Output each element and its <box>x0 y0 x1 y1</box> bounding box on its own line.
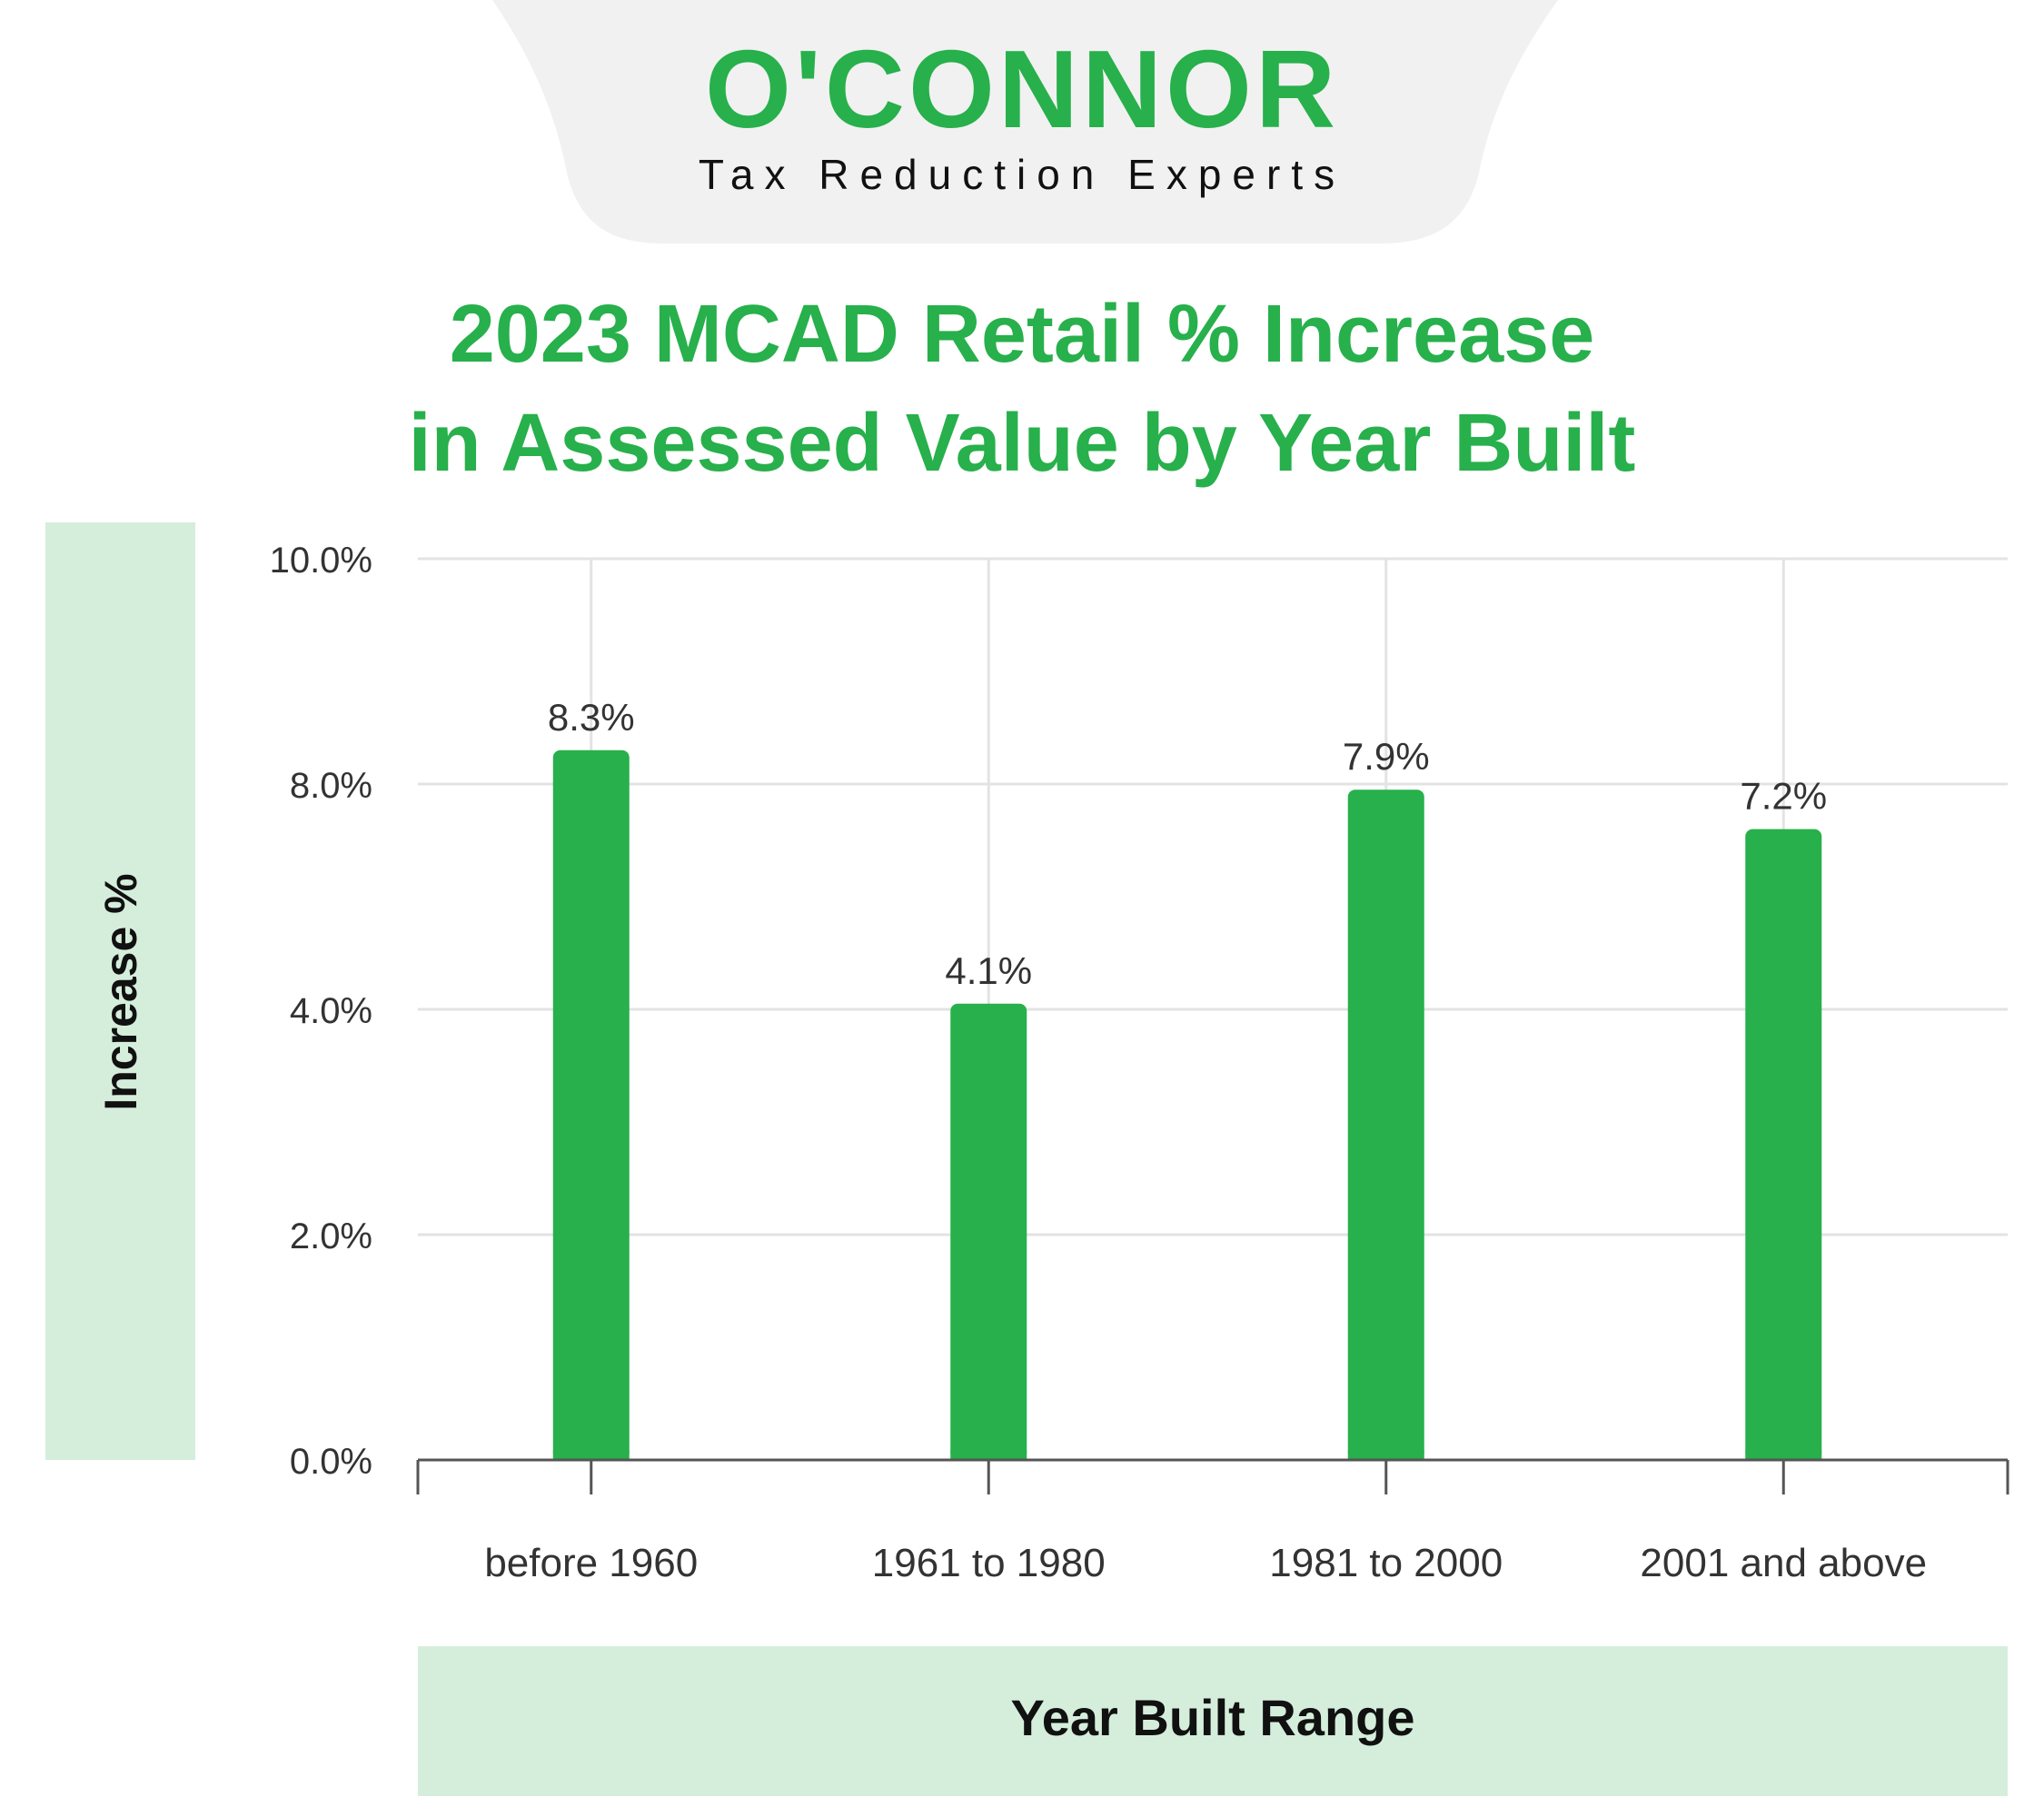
x-axis-label-panel <box>418 1646 2008 1796</box>
chart-title-line-2: in Assessed Value by Year Built <box>409 398 1636 489</box>
y-tick-label: 10.0% <box>270 541 372 581</box>
y-tick-label: 8.0% <box>290 766 372 806</box>
bar-base <box>552 1451 630 1460</box>
x-axis-label: Year Built Range <box>1010 1689 1414 1746</box>
data-label: 4.1% <box>945 949 1032 992</box>
bar-base <box>1347 1451 1424 1460</box>
x-tick-label: 1981 to 2000 <box>1269 1541 1503 1585</box>
y-axis-label: Increase % <box>95 873 146 1110</box>
data-label: 7.2% <box>1740 775 1827 818</box>
chart-title-line-1: 2023 MCAD Retail % Increase <box>450 289 1595 380</box>
bars <box>552 750 1822 1460</box>
brand-logo: O'CONNOR Tax Reduction Experts <box>699 27 1345 198</box>
brand-logo-wordmark: O'CONNOR <box>705 27 1339 151</box>
x-axis-ticks: before 1960 1961 to 1980 1981 to 2000 2001 … <box>484 1541 1927 1585</box>
y-tick-label: 0.0% <box>290 1442 372 1482</box>
brand-tagline: Tax Reduction Experts <box>699 151 1345 198</box>
x-tick-label: before 1960 <box>484 1541 698 1585</box>
x-axis <box>416 1458 2009 1494</box>
bar-2001-and-above <box>1745 829 1822 1460</box>
bar-base <box>950 1451 1027 1460</box>
x-tick-label: 2001 and above <box>1640 1541 1927 1585</box>
data-label: 8.3% <box>548 696 635 739</box>
bar-1961-to-1980 <box>950 1003 1027 1460</box>
bar-1981-to-2000 <box>1347 789 1424 1460</box>
data-label: 7.9% <box>1343 735 1430 778</box>
data-labels: 8.3% 4.1% 7.9% 7.2% <box>548 696 1827 992</box>
y-tick-label: 4.0% <box>290 991 372 1031</box>
y-axis-label-panel <box>45 522 195 1460</box>
header-tab <box>492 0 1558 243</box>
bar-before-1960 <box>552 750 630 1460</box>
bar-base <box>1745 1451 1822 1460</box>
x-tick-label: 1961 to 1980 <box>872 1541 1106 1585</box>
y-tick-label: 2.0% <box>290 1216 372 1256</box>
y-axis-ticks: 0.0% 2.0% 4.0% 8.0% 10.0% <box>270 541 372 1482</box>
